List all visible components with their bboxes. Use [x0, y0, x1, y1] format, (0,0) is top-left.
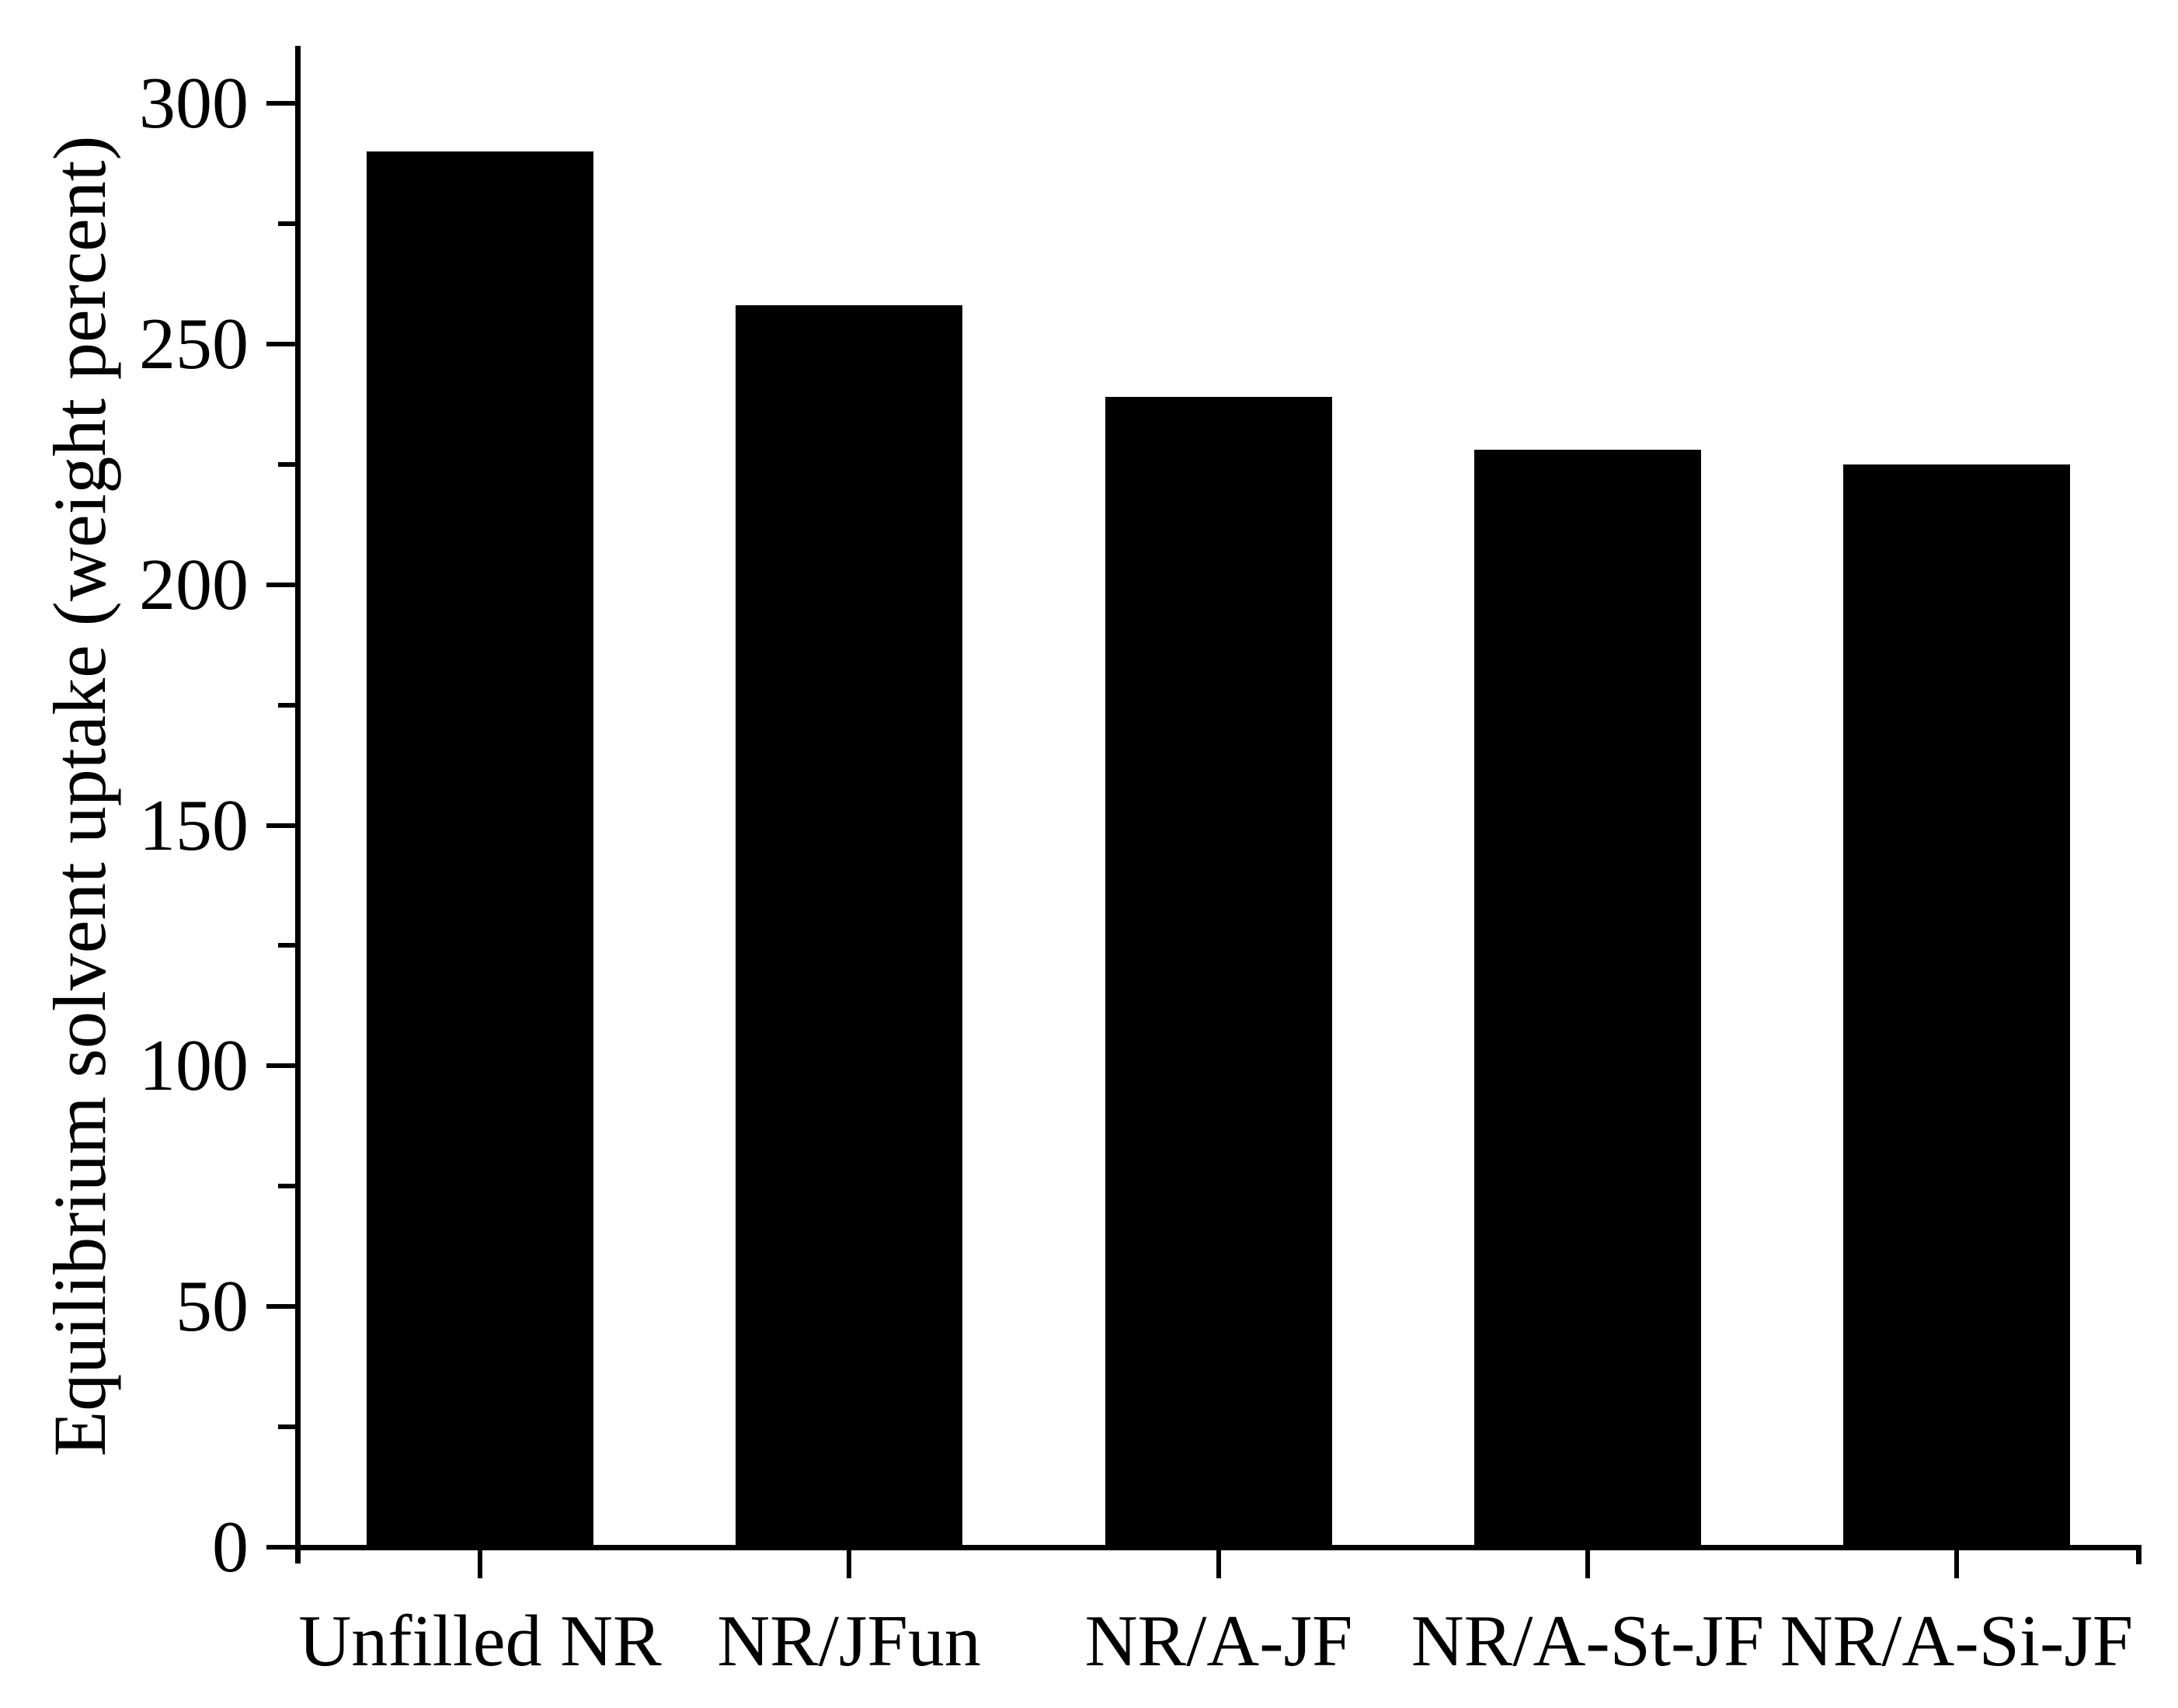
x-category-label: NR/A-St-JF — [1411, 1601, 1765, 1682]
y-major-tick — [266, 583, 295, 587]
x-axis-spine — [295, 1545, 2141, 1550]
y-major-tick — [266, 1304, 295, 1309]
x-axis-end-tick — [2136, 1550, 2141, 1564]
y-minor-tick — [278, 1184, 295, 1188]
y-major-tick — [266, 101, 295, 106]
x-category-tick — [1216, 1550, 1221, 1578]
x-category-tick — [1954, 1550, 1959, 1578]
y-tick-label: 50 — [176, 1266, 249, 1347]
x-category-tick — [478, 1550, 482, 1578]
y-tick-label: 150 — [139, 785, 249, 866]
y-tick-label: 300 — [139, 63, 249, 144]
y-tick-label: 100 — [139, 1025, 249, 1106]
x-category-tick — [1585, 1550, 1590, 1578]
x-category-label: NR/A-JF — [1084, 1601, 1353, 1682]
y-major-tick — [266, 823, 295, 828]
y-major-tick — [266, 1063, 295, 1068]
y-minor-tick — [278, 1424, 295, 1429]
y-minor-tick — [278, 221, 295, 226]
bar-unfilled-nr — [367, 151, 593, 1547]
y-axis-title: Equilibrium solvent uptake (weight perce… — [38, 135, 121, 1457]
x-category-tick — [847, 1550, 851, 1578]
y-major-tick — [266, 342, 295, 346]
bar-nr-a-jf — [1105, 397, 1332, 1547]
y-tick-label: 250 — [139, 304, 249, 384]
y-major-tick — [266, 1545, 295, 1550]
y-tick-label: 200 — [139, 544, 249, 625]
y-tick-label: 0 — [212, 1507, 249, 1588]
bar-nr-jfun — [736, 305, 962, 1547]
x-category-label: NR/JFun — [717, 1601, 981, 1682]
x-category-label: Unfilled NR — [298, 1601, 662, 1682]
y-axis-spine — [295, 46, 301, 1564]
y-minor-tick — [278, 943, 295, 948]
y-minor-tick — [278, 462, 295, 467]
y-minor-tick — [278, 703, 295, 708]
bar-nr-a-si-jf — [1843, 464, 2070, 1547]
bar-nr-a-st-jf — [1474, 450, 1701, 1547]
x-category-label: NR/A-Si-JF — [1780, 1601, 2134, 1682]
